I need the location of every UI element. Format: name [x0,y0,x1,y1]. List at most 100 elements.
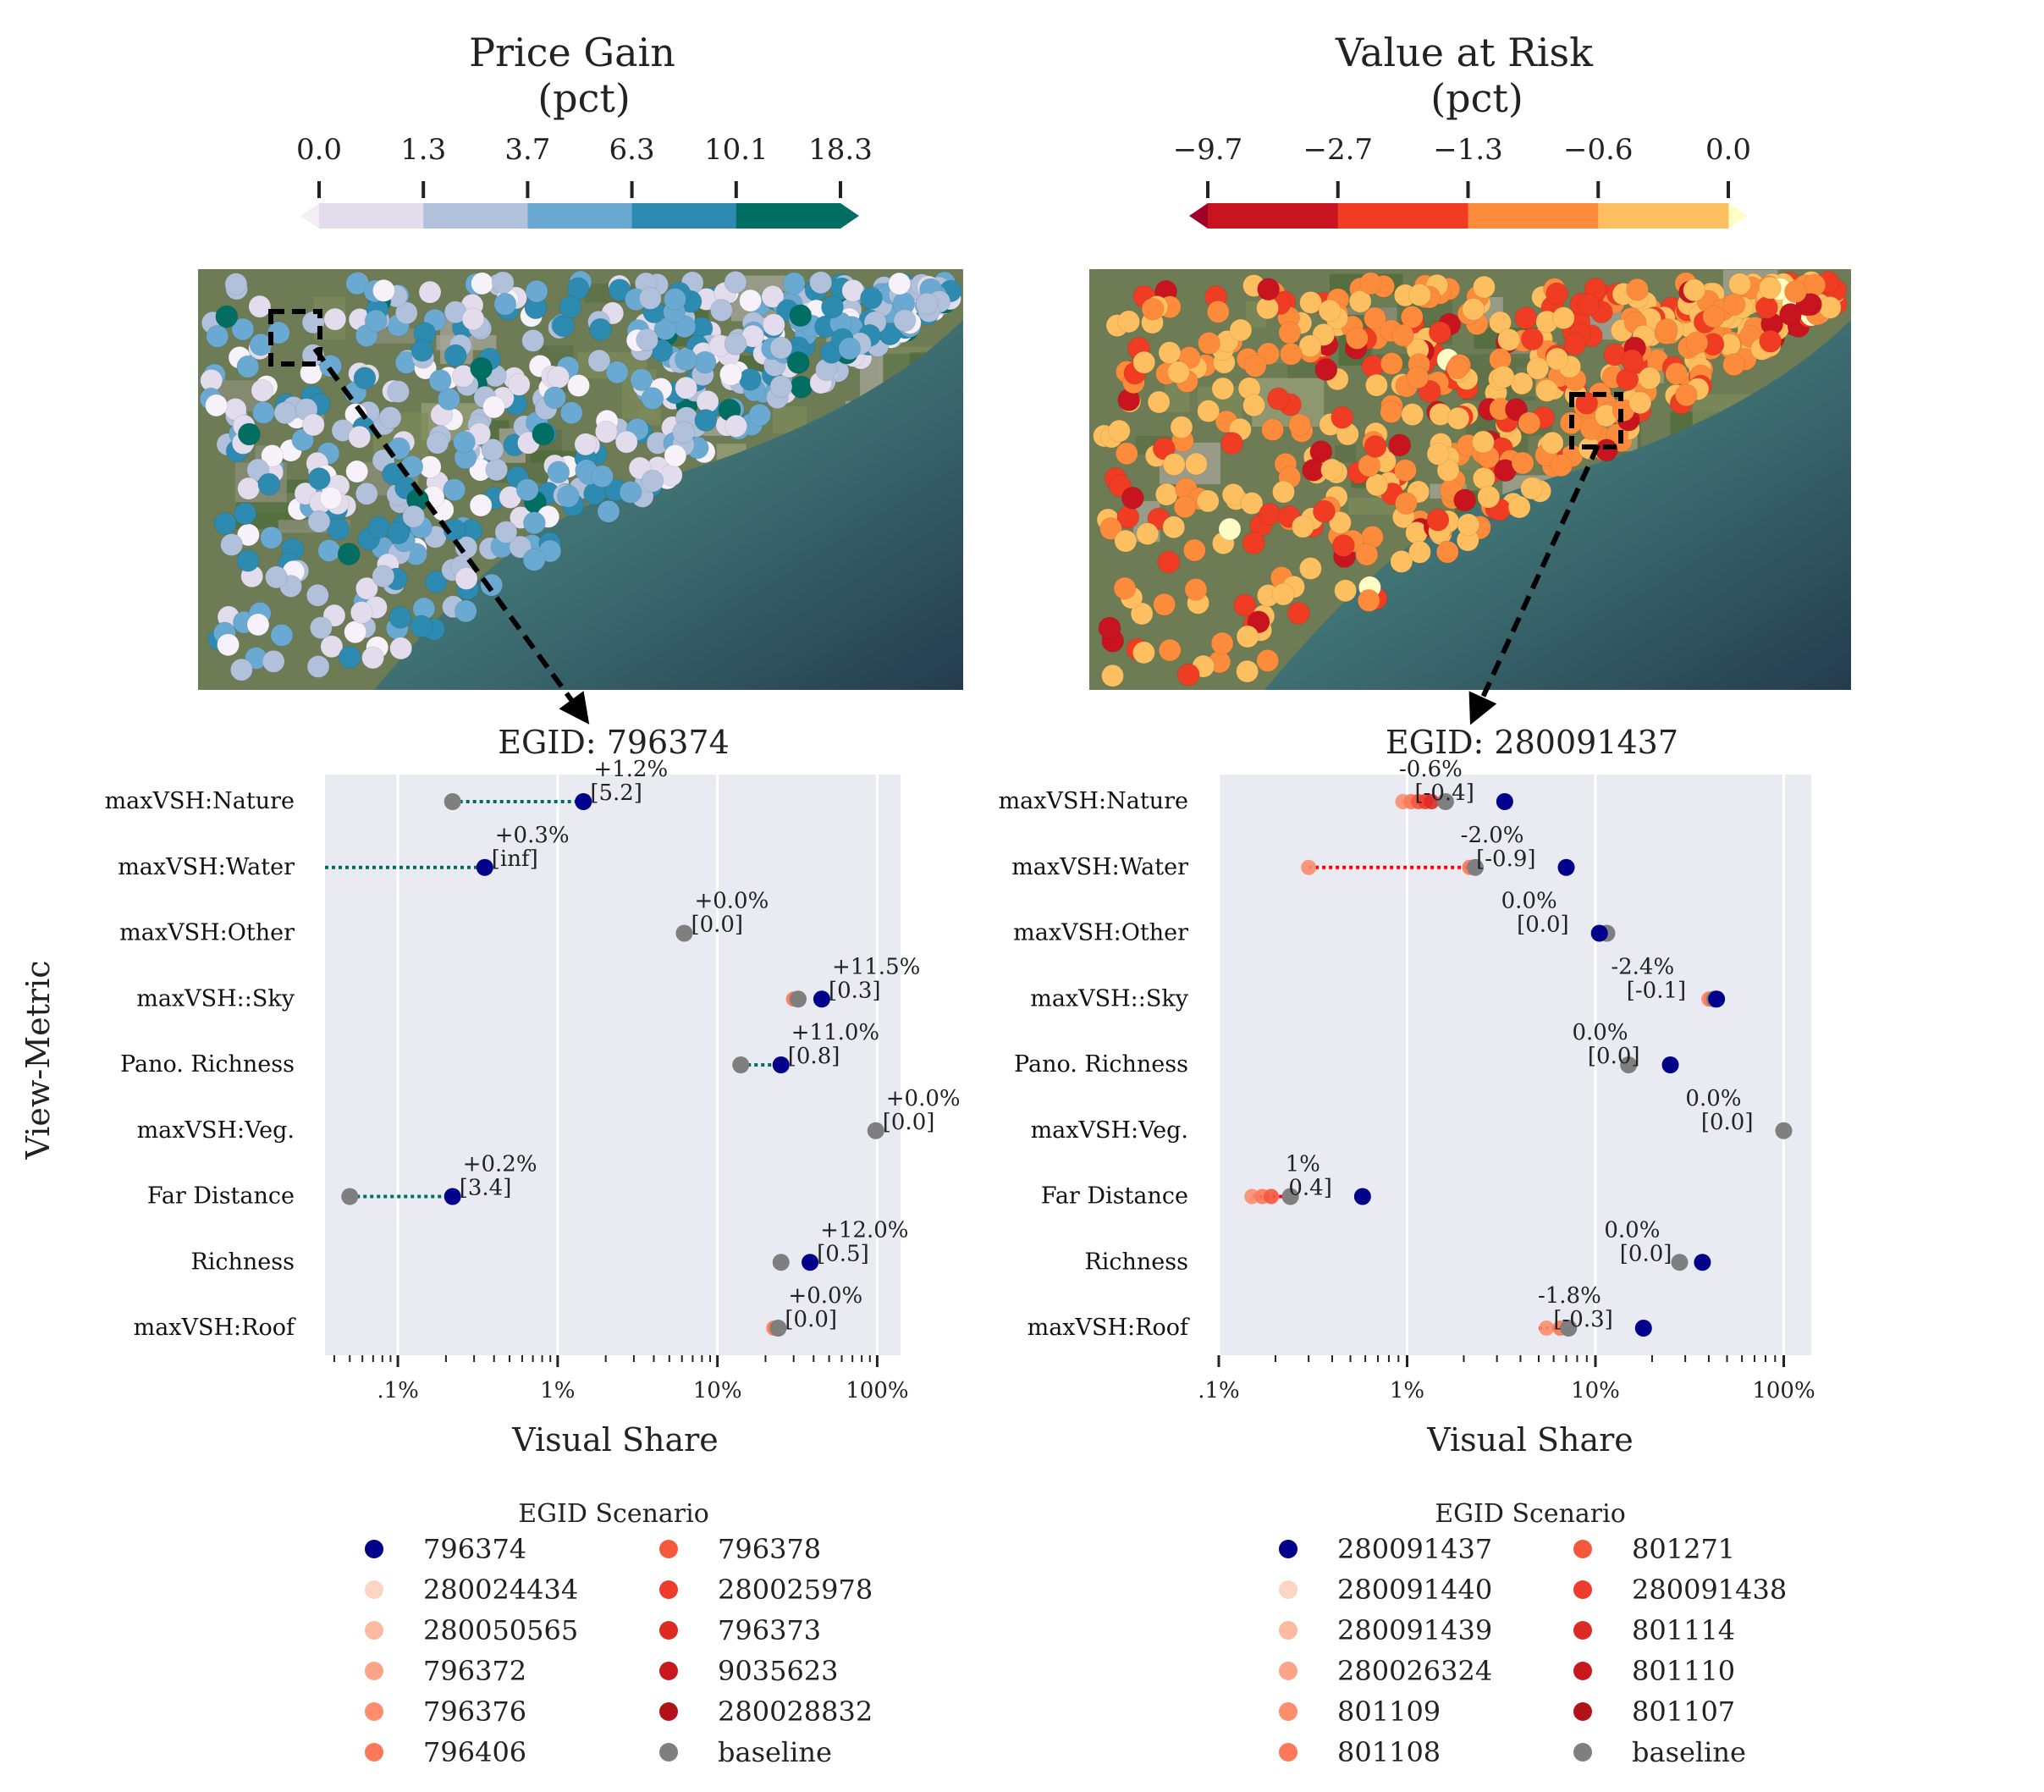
map-building-dot [532,422,555,446]
map-building-dot [888,272,912,295]
ratio-annotation: [0.0] [691,913,743,938]
scenario-point [1301,859,1317,875]
map-building-dot [424,570,448,593]
map-building-dot [789,304,813,328]
x-tick-label: 10% [1571,1378,1620,1403]
map-building-dot [260,526,284,549]
map-building-dot [470,356,493,380]
map-building-dot [231,317,255,341]
change-annotation: 0.0% [1604,1217,1660,1243]
map-building-dot [428,369,452,393]
y-category-label: maxVSH:Roof [1028,1315,1190,1341]
map-building-dot [1157,550,1181,574]
legend-marker [659,1743,678,1762]
map-building-dot [345,460,369,483]
map-building-dot [860,286,884,310]
y-category-label: maxVSH:Veg. [1031,1117,1188,1144]
y-category-label: maxVSH:Water [118,854,295,880]
legend-marker [365,1743,383,1762]
ratio-annotation: [-0.3] [1553,1307,1612,1332]
y-category-label: Far Distance [1041,1183,1188,1210]
map-building-dot [674,348,697,372]
map-building-dot [556,484,580,508]
x-tick-label: 100% [846,1378,908,1403]
legend-label: baseline [718,1736,832,1768]
map-building-dot [1674,383,1698,407]
left-colorbar: Price Gain (pct) 0.0 1.3 3.7 6.3 10.1 18.3 [296,30,873,229]
legend-marker [1279,1743,1297,1762]
legend-marker [365,1662,383,1680]
map-zoom-box [268,309,322,367]
right-legend-entries: 280091437 280091440 280091439 280026324 8011… [1279,1533,1787,1768]
colorbar-segment [1208,203,1339,229]
map-building-dot [893,309,917,333]
y-category-label: Richness [190,1249,295,1275]
map-building-dot [1758,276,1782,300]
baseline-point [1436,793,1454,810]
map-building-dot [1162,516,1186,539]
map-building-dot [1504,398,1528,422]
map-building-dot [1286,601,1310,625]
ratio-annotation: [0.0] [1588,1044,1640,1069]
map-building-dot [251,378,274,402]
map-building-dot [1545,282,1569,306]
map-building-dot [547,460,570,484]
map-building-dot [220,533,244,557]
target-point [1708,990,1726,1008]
map-building-dot [1242,532,1265,555]
left-lollipop-plot: .1% 1% 10% 100% maxVSH:Nature maxVSH:Water max… [105,757,961,1403]
legend-marker [1279,1621,1297,1640]
map-building-dot [355,482,378,505]
y-category-label: maxVSH:Water [1011,854,1188,880]
map-building-dot [1365,473,1389,497]
right-map [1089,269,1851,690]
map-building-dot [234,502,257,526]
map-building-dot [1291,515,1314,538]
y-category-label: maxVSH:Veg. [137,1117,295,1144]
ratio-annotation: [3.4] [460,1176,512,1201]
map-building-dot [452,430,476,454]
map-building-dot [461,307,485,331]
map-building-dot [1158,638,1182,662]
y-axis-label: View-Metric [19,960,57,1160]
map-building-dot [1391,323,1414,347]
legend-marker [1573,1540,1592,1558]
map-building-dot [213,511,237,535]
legend-marker [365,1702,383,1721]
map-building-dot [372,565,395,588]
map-building-dot [320,635,344,659]
map-building-dot [694,409,718,433]
map-building-dot [471,272,494,295]
map-building-dot [915,292,939,316]
map-building-dot [1288,413,1312,437]
colorbar-tick-label: 6.3 [609,133,655,167]
map-building-dot [224,273,248,296]
map-building-dot [394,301,418,325]
right-colorbar-title: Value at Risk [1335,30,1594,75]
legend-marker [659,1540,678,1558]
map-building-dot [1206,300,1230,323]
map-building-dot [1665,361,1689,385]
baseline-point [1560,1320,1578,1337]
ratio-annotation: [0.0] [1517,913,1569,938]
baseline-point [769,1320,787,1337]
baseline-point [1671,1254,1689,1271]
map-building-dot [1279,342,1303,366]
left-legend-title: EGID Scenario [518,1499,709,1529]
target-point [813,990,830,1008]
map-building-dot [1472,275,1496,299]
map-building-dot [1579,417,1603,441]
left-legend-entries: 796374 280024434 280050565 796372 796376 7964… [365,1533,873,1768]
map-building-dot [309,616,333,640]
map-building-dot [1153,593,1176,616]
ratio-annotation: [-0.9] [1476,846,1535,872]
map-building-dot [1173,495,1197,519]
map-building-dot [307,510,331,533]
map-building-dot [251,400,275,424]
baseline-point [1775,1122,1793,1139]
map-zoom-box [1569,392,1623,449]
map-building-dot [273,401,297,425]
scenario-point [1424,794,1440,809]
map-building-dot [630,368,653,392]
map-building-dot [1638,367,1661,390]
